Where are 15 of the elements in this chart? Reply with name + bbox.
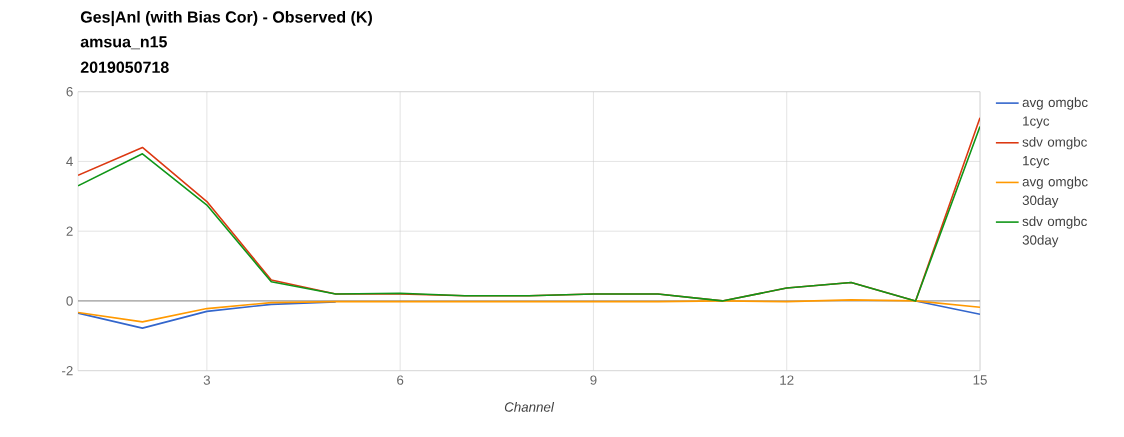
x-axis-title: Channel bbox=[504, 401, 555, 412]
y-tick-label: -2 bbox=[62, 366, 73, 376]
y-tick-label: 0 bbox=[66, 296, 73, 306]
y-tick-label: 6 bbox=[66, 86, 73, 97]
y-tick-label: 2 bbox=[66, 226, 73, 236]
x-tick-label: 15 bbox=[973, 375, 987, 385]
text: 2019050718 bbox=[80, 61, 169, 73]
chart-subtitle: amsua_n15 bbox=[80, 36, 167, 50]
x-tick-label: 9 bbox=[590, 375, 597, 385]
x-tick-label: 3 bbox=[203, 375, 210, 385]
x-tick-label: 6 bbox=[397, 375, 404, 385]
legend-label: sdv omgbc 30day bbox=[1022, 216, 1087, 248]
x-tick-label: 12 bbox=[780, 375, 794, 385]
chart-title: Ges|Anl (with Bias Cor) - Observed (K) bbox=[80, 10, 372, 27]
y-tick-label: 4 bbox=[66, 156, 73, 167]
